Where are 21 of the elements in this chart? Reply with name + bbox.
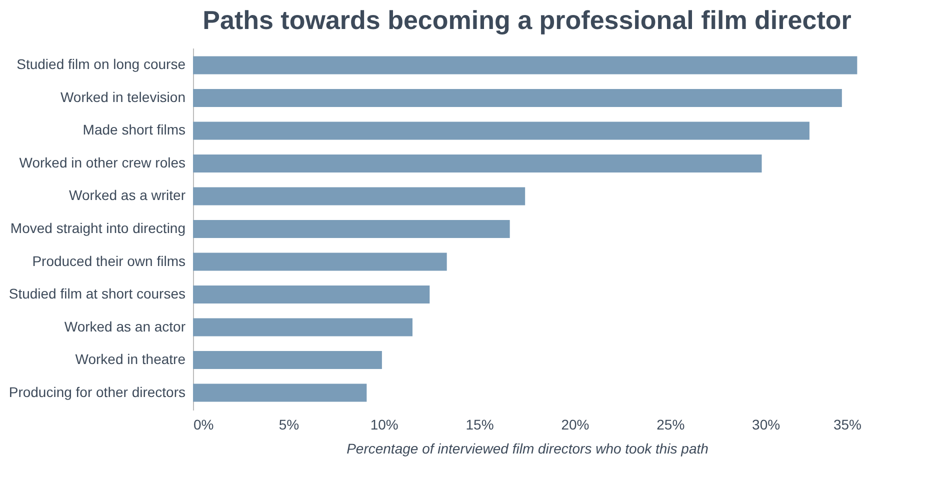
x-tick-label: 30%	[752, 416, 780, 432]
y-tick-label: Worked as an actor	[64, 318, 186, 334]
y-tick-label: Studied film on long course	[16, 56, 186, 72]
x-tick-label: 0%	[194, 416, 214, 432]
y-tick-label: Moved straight into directing	[10, 220, 186, 236]
x-tick-label: 15%	[466, 416, 494, 432]
x-tick-label: 5%	[278, 416, 300, 432]
y-tick-label: Worked in television	[60, 88, 186, 105]
y-tick-label: Producing for other directors	[8, 384, 186, 400]
y-tick-label: Made short films	[82, 122, 186, 138]
x-axis-title: Percentage of interviewed film directors who took this path	[346, 440, 709, 456]
y-tick-label: Worked as a writer	[69, 187, 186, 204]
y-tick-label: Worked in theatre	[75, 351, 186, 368]
x-tick-label: 35%	[833, 416, 862, 432]
y-tick-label: Studied film at short courses	[8, 286, 186, 302]
y-tick-label: Produced their own films	[32, 252, 186, 269]
chart-title: Paths towards becoming a professional film director	[202, 5, 852, 35]
x-tick-label: 20%	[561, 416, 590, 432]
x-tick-label: 10%	[370, 416, 398, 432]
x-tick-label: 25%	[656, 416, 685, 432]
y-tick-label: Worked in other crew roles	[19, 154, 186, 170]
